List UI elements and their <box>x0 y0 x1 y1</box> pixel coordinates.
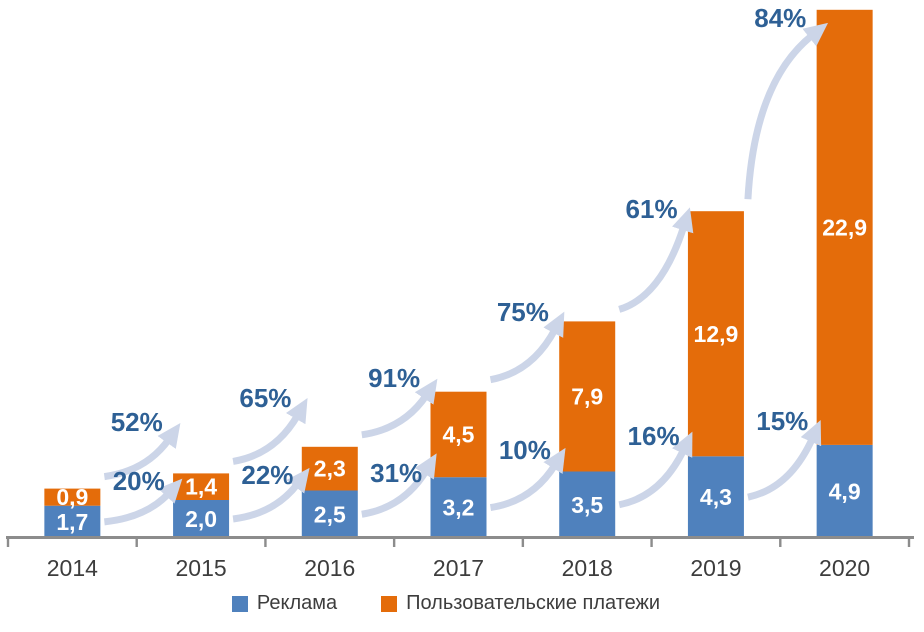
growth-arrow-lower-2014-2015 <box>103 478 183 526</box>
value-label-user-payments-2018: 7,9 <box>571 383 603 409</box>
growth-label-upper-2015: 52% <box>111 407 163 437</box>
value-label-advertising-2015: 2,0 <box>185 506 217 532</box>
growth-arrow-upper-2019-2020 <box>744 22 829 200</box>
axis-tick <box>6 537 10 547</box>
bar-segment-user-payments-2019 <box>687 211 744 457</box>
growth-label-upper-2020: 84% <box>754 3 806 33</box>
axis-tick <box>135 537 138 547</box>
x-axis <box>6 536 914 547</box>
chart-legend: Реклама Пользовательские платежи <box>0 592 908 615</box>
legend-item-advertising: Реклама <box>231 592 338 615</box>
value-label-user-payments-2019: 12,9 <box>694 321 739 347</box>
growth-label-lower-2016: 22% <box>241 460 293 490</box>
legend-swatch-advertising <box>231 595 248 612</box>
growth-label-lower-2015: 20% <box>113 466 165 496</box>
bar-segment-advertising-2016 <box>301 490 358 538</box>
growth-label-lower-2017: 31% <box>370 458 422 488</box>
axis-label-year-2016: 2016 <box>304 555 355 581</box>
axis-label-year-2014: 2014 <box>47 555 98 581</box>
bar-segment-advertising-2015 <box>173 500 230 538</box>
axis-label-year-2017: 2017 <box>433 555 484 581</box>
axis-label-year-2018: 2018 <box>562 555 613 581</box>
value-label-advertising-2017: 3,2 <box>443 495 475 521</box>
growth-arrow-lower-2015-2016 <box>232 467 310 523</box>
growth-label-upper-2017: 91% <box>368 363 420 393</box>
growth-label-lower-2018: 10% <box>499 435 551 465</box>
value-label-user-payments-2015: 1,4 <box>185 474 217 500</box>
axis-tick <box>264 537 267 547</box>
bar-segment-user-payments-2018 <box>559 321 616 472</box>
value-label-advertising-2020: 4,9 <box>829 478 861 504</box>
bar-segment-advertising-2017 <box>430 477 487 538</box>
x-axis-line <box>6 536 914 539</box>
axis-label-year-2020: 2020 <box>819 555 870 581</box>
bar-segment-advertising-2018 <box>559 471 616 538</box>
value-label-advertising-2019: 4,3 <box>700 484 732 510</box>
value-label-advertising-2018: 3,5 <box>571 492 603 518</box>
growth-arrow-upper-2017-2018 <box>489 311 565 384</box>
bar-segment-user-payments-2015 <box>173 473 230 500</box>
growth-label-lower-2020: 15% <box>756 406 808 436</box>
axis-label-year-2015: 2015 <box>175 555 226 581</box>
growth-arrow-lower-2017-2018 <box>489 447 566 512</box>
axis-tick <box>907 537 911 547</box>
axis-tick <box>521 537 525 547</box>
growth-arrow-upper-2018-2019 <box>618 207 694 313</box>
bar-segment-user-payments-2016 <box>301 446 358 491</box>
axis-label-year-2019: 2019 <box>690 555 741 581</box>
axis-tick <box>392 537 396 547</box>
bar-segment-user-payments-2020 <box>816 9 873 445</box>
growth-arrows-layer <box>103 22 829 526</box>
growth-label-upper-2016: 65% <box>239 383 291 413</box>
bars-layer <box>44 9 873 538</box>
legend-swatch-user-payments <box>381 595 398 612</box>
growth-label-lower-2019: 16% <box>628 421 680 451</box>
legend-item-user-payments: Пользовательские платежи <box>381 592 660 615</box>
value-label-advertising-2014: 1,7 <box>56 509 88 535</box>
bar-segment-advertising-2014 <box>44 505 101 538</box>
value-label-advertising-2016: 2,5 <box>314 501 346 527</box>
bar-segment-advertising-2019 <box>687 456 744 538</box>
bar-segment-advertising-2020 <box>816 444 873 538</box>
axis-tick <box>650 537 653 547</box>
bar-segment-user-payments-2014 <box>44 488 101 506</box>
growth-arrow-lower-2016-2017 <box>361 453 437 518</box>
growth-arrow-upper-2016-2017 <box>361 378 438 439</box>
bar-segment-user-payments-2017 <box>430 391 487 478</box>
growth-arrow-lower-2018-2019 <box>618 431 693 509</box>
value-label-user-payments-2017: 4,5 <box>443 421 475 447</box>
labels-layer: 0,91,7 2014 1,4 2,0 2015 2,3 2,5 2016 4,5 3,2 2017… <box>47 3 870 581</box>
value-label-user-payments-2014: 0,9 <box>56 484 88 510</box>
growth-arrow-lower-2019-2020 <box>747 420 822 501</box>
growth-label-upper-2018: 75% <box>497 297 549 327</box>
growth-arrow-upper-2014-2015 <box>103 423 181 481</box>
growth-label-upper-2019: 61% <box>626 194 678 224</box>
value-label-user-payments-2016: 2,3 <box>314 456 346 482</box>
legend-label-advertising: Реклама <box>256 592 338 614</box>
legend-label-user-payments: Пользовательские платежи <box>406 592 661 614</box>
growth-arrow-upper-2015-2016 <box>232 398 308 465</box>
value-label-user-payments-2020: 22,9 <box>822 214 867 240</box>
axis-tick <box>779 537 782 547</box>
